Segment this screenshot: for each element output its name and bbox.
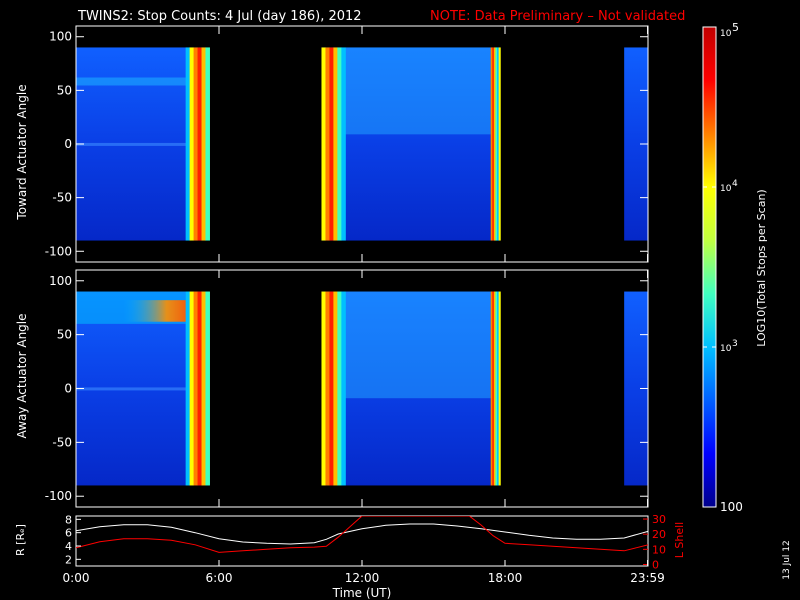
orbit-right-tick-label: 30 xyxy=(652,513,666,526)
y-tick-label: 50 xyxy=(57,83,72,97)
bright-streak xyxy=(197,291,203,486)
data-block-2 xyxy=(624,291,648,486)
band-60 xyxy=(76,77,210,86)
x-tick-label: 12:00 xyxy=(345,571,380,585)
bright-streak xyxy=(193,47,199,241)
bright-streak xyxy=(497,47,500,241)
y-tick-label: 0 xyxy=(64,137,72,151)
bright-streak xyxy=(325,291,330,486)
bright-streak xyxy=(492,47,495,241)
y-tick-label: -50 xyxy=(52,191,72,205)
bright-streak xyxy=(325,47,330,241)
ylabel-away: Away Actuator Angle xyxy=(15,313,29,438)
bright-streak xyxy=(493,291,496,486)
bright-streak xyxy=(492,291,495,486)
x-tick-label: 6:00 xyxy=(206,571,233,585)
bright-streak xyxy=(490,291,493,486)
colorbar-tick-label: 10 xyxy=(720,344,732,354)
colorbar-tick-label: 10 xyxy=(720,184,732,194)
bright-streak xyxy=(490,47,493,241)
bright-streak xyxy=(495,291,498,486)
bright-streak xyxy=(185,291,191,486)
bright-streak xyxy=(205,47,210,241)
y-tick-label: 50 xyxy=(57,328,72,342)
bright-streak xyxy=(185,47,191,241)
midday-elevated xyxy=(345,291,491,399)
y-tick-label: 100 xyxy=(49,30,72,44)
bright-streak xyxy=(337,291,342,486)
orbit-ylabel-r: R [Rₑ] xyxy=(14,524,27,556)
bright-streak xyxy=(333,47,338,241)
colorbar-tick-100: 100 xyxy=(720,500,743,514)
bright-streak xyxy=(205,291,210,486)
orbit-right-tick-label: 20 xyxy=(652,528,666,541)
bright-streak xyxy=(498,47,501,241)
orbit-left-tick-label: 6 xyxy=(65,527,72,540)
r-series-line xyxy=(76,523,648,545)
bright-streak xyxy=(341,47,346,241)
data-block-2 xyxy=(624,47,648,241)
ylabel-toward: Toward Actuator Angle xyxy=(15,84,29,220)
orbit-left-tick-label: 4 xyxy=(65,540,72,553)
figure-title: TWINS2: Stop Counts: 4 Jul (day 186), 20… xyxy=(77,9,362,24)
x-tick-label: 18:00 xyxy=(488,571,523,585)
colorbar-tick-exponent: 3 xyxy=(732,339,738,349)
bright-streak xyxy=(333,291,338,486)
lshell-series-line xyxy=(76,516,648,553)
midday-elevated xyxy=(345,47,491,135)
bright-streak xyxy=(321,291,326,486)
bright-streak xyxy=(495,47,498,241)
colorbar-tick-label: 10 xyxy=(720,29,732,39)
bright-streak xyxy=(497,291,500,486)
bright-streak xyxy=(493,47,496,241)
bright-streak xyxy=(193,291,199,486)
orbit-frame xyxy=(75,515,649,567)
bright-streak xyxy=(341,291,346,486)
bright-streak xyxy=(197,47,203,241)
x-tick-label: 23:59 xyxy=(630,571,665,585)
orbit-right-tick-label: 0 xyxy=(652,558,659,571)
colorbar-tick-exponent: 5 xyxy=(732,21,739,34)
x-tick-label: 0:00 xyxy=(63,571,90,585)
panel-away: 100 50 0 -50 -100 xyxy=(45,269,649,508)
colorbar-tick-exponent: 4 xyxy=(732,179,738,189)
bright-streak xyxy=(337,47,342,241)
xlabel-time: Time (UT) xyxy=(332,586,392,600)
panel-toward: 100 50 0 -50 -100 xyxy=(45,25,649,263)
bright-streak xyxy=(189,47,195,241)
bright-streak xyxy=(498,291,501,486)
orbit-ylabel-lshell: L Shell xyxy=(673,522,686,558)
y-tick-label: 0 xyxy=(64,382,72,396)
bright-streak xyxy=(321,47,326,241)
zero-stripe xyxy=(76,387,210,391)
data-note: NOTE: Data Preliminary – Not validated xyxy=(430,9,685,24)
bright-streak xyxy=(201,47,206,241)
y-tick-label: 100 xyxy=(49,274,72,288)
colorbar-gradient xyxy=(702,26,717,508)
y-tick-label: -100 xyxy=(45,244,72,258)
y-tick-label: -100 xyxy=(45,489,72,503)
y-tick-label: -50 xyxy=(52,435,72,449)
orbit-left-tick-label: 2 xyxy=(65,553,72,566)
bright-streak xyxy=(329,291,334,486)
bright-streak xyxy=(329,47,334,241)
footer-date: 13 Jul 12 xyxy=(782,540,792,580)
bright-streak xyxy=(201,291,206,486)
orbit-left-tick-label: 8 xyxy=(65,513,72,526)
bright-streak xyxy=(189,291,195,486)
zero-stripe xyxy=(76,142,210,146)
orbit-right-tick-label: 10 xyxy=(652,543,666,556)
colorbar-label: LOG10(Total Stops per Scan) xyxy=(755,189,768,346)
